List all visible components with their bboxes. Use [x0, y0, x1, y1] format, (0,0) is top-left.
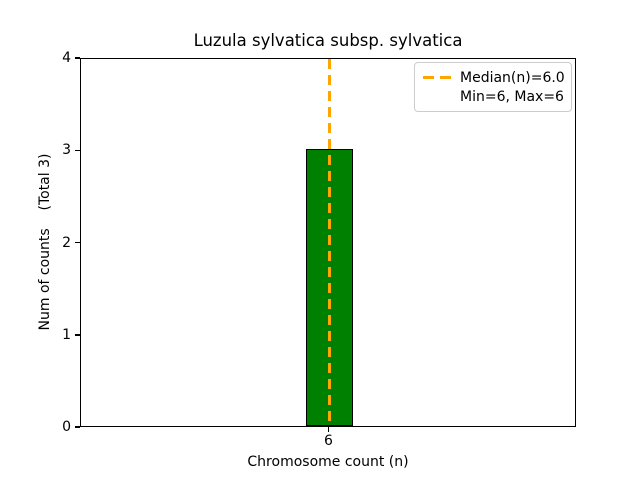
legend-minmax-label: Min=6, Max=6	[460, 88, 564, 105]
plot-area	[80, 58, 576, 427]
x-tick-mark	[327, 427, 330, 432]
legend-row-minmax: Min=6, Max=6	[423, 87, 564, 106]
x-tick-label: 6	[324, 433, 333, 449]
y-tick-mark	[75, 149, 80, 151]
y-tick-label: 0	[62, 419, 71, 435]
legend-row-median: Median(n)=6.0	[423, 68, 565, 87]
y-tick-label: 1	[62, 326, 71, 343]
legend-median-label: Median(n)=6.0	[460, 69, 565, 86]
y-tick-label: 4	[62, 50, 71, 66]
y-tick-label: 2	[62, 234, 71, 251]
y-tick-mark	[75, 334, 80, 336]
y-tick-mark	[75, 426, 80, 428]
x-axis-label: Chromosome count (n)	[247, 454, 409, 470]
median-line	[328, 59, 331, 426]
y-tick-mark	[75, 241, 80, 244]
y-tick-label: 3	[62, 142, 71, 159]
legend: Median(n)=6.0 Min=6, Max=6	[414, 62, 572, 112]
legend-swatch-blank	[423, 95, 451, 98]
y-tick-mark	[75, 57, 80, 59]
median-dashed-line-icon	[423, 76, 451, 79]
chart-title: Luzula sylvatica subsp. sylvatica	[193, 31, 463, 50]
